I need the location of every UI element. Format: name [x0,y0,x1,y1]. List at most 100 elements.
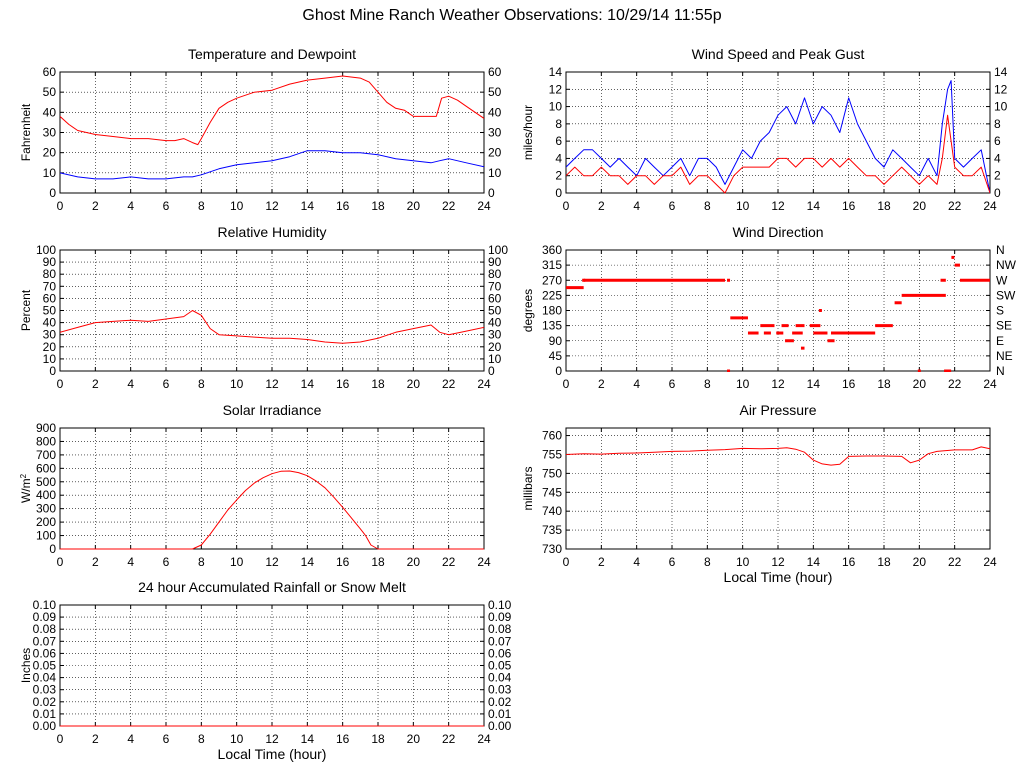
wind-speed-ytick-label: 8 [555,117,562,131]
temperature-xtick-label: 8 [198,199,205,213]
solar-ytick-label: 200 [36,515,56,529]
pressure-xtick-label: 0 [563,555,570,569]
rainfall-ytick-label: 0.05 [33,659,57,673]
rainfall-ytick-label-right: 0.06 [488,646,512,660]
humidity-data [60,310,484,344]
wind-direction-xtick-label: 14 [807,377,821,391]
rainfall-grid [60,605,484,726]
wind-direction-compass-label: SE [996,319,1012,333]
wind-direction-xtick-label: 24 [983,377,997,391]
solar-xtick-label: 24 [477,555,491,569]
temperature-ytick-label: 60 [43,65,57,79]
temperature-ytick-label: 30 [43,126,57,140]
solar-xtick-label: 8 [198,555,205,569]
temperature-xtick-label: 22 [442,199,456,213]
humidity-xtick-label: 18 [371,377,385,391]
wind-direction-data [566,255,990,372]
humidity-ytick-label: 0 [49,364,56,378]
solar-ytick-label: 300 [36,502,56,516]
humidity-ytick-label-right: 90 [488,255,502,269]
solar-xtick-label: 2 [92,555,99,569]
wind-direction-xtick-label: 10 [736,377,750,391]
humidity-xtick-label: 0 [57,377,64,391]
rainfall-ytick-label-right: 0.00 [488,719,512,733]
humidity-ytick-label-right: 70 [488,279,502,293]
solar-ytick-label: 800 [36,434,56,448]
wind-speed-ytick-label-right: 8 [994,117,1001,131]
wind-direction-xtick-label: 16 [842,377,856,391]
pressure-xtick-label: 16 [842,555,856,569]
wind-speed-xtick-label: 8 [704,199,711,213]
wind-speed-xtick-label: 6 [669,199,676,213]
wind-direction-xtick-label: 0 [563,377,570,391]
wind-direction-ytick-label: 45 [549,349,563,363]
humidity-ytick-label-right: 20 [488,340,502,354]
pressure-xtick-label: 12 [771,555,785,569]
humidity-xtick-label: 2 [92,377,99,391]
pressure-xtick-label: 18 [877,555,891,569]
wind-direction-ylabel: degrees [521,289,535,332]
humidity-ytick-label: 10 [43,352,57,366]
wind-direction-compass-label: E [996,334,1004,348]
solar-ylabel-sup: 2 [19,473,28,478]
pressure-xtick-label: 10 [736,555,750,569]
temperature-ytick-label: 10 [43,166,57,180]
wind-speed-xtick-label: 2 [598,199,605,213]
pressure-ytick-label: 760 [542,429,562,443]
rainfall-ylabel: Inches [19,648,33,683]
solar-xtick-label: 16 [336,555,350,569]
solar-xtick-label: 18 [371,555,385,569]
wind-direction-ytick-label: 360 [542,243,562,257]
pressure-xlabel: Local Time (hour) [724,569,833,585]
humidity-xtick-label: 6 [163,377,170,391]
temperature-xtick-label: 0 [57,199,64,213]
rainfall-chart: 24 hour Accumulated Rainfall or Snow Mel… [19,579,512,762]
humidity-xtick-label: 22 [442,377,456,391]
humidity-ytick-label: 100 [36,243,56,257]
wind-speed-title: Wind Speed and Peak Gust [692,46,865,62]
temperature-xtick-label: 24 [477,199,491,213]
wind-direction-compass-label: SW [996,288,1016,302]
humidity-xtick-label: 10 [230,377,244,391]
rainfall-ytick-label: 0.07 [33,634,57,648]
humidity-xtick-label: 12 [265,377,279,391]
temperature-xtick-label: 4 [127,199,134,213]
rainfall-xtick-label: 10 [230,732,244,746]
wind-direction-point [917,369,921,372]
rainfall-ytick-label: 0.08 [33,622,57,636]
humidity-xtick-label: 20 [407,377,421,391]
solar-ytick-label: 700 [36,448,56,462]
pressure-ytick-label: 755 [542,447,562,461]
temperature-ytick-label-right: 30 [488,126,502,140]
wind-direction-xtick-label: 8 [704,377,711,391]
humidity-grid [60,250,484,371]
wind-direction-compass-label: N [996,243,1005,257]
rainfall-xtick-label: 16 [336,732,350,746]
rainfall-xtick-label: 22 [442,732,456,746]
rainfall-ticks [59,604,485,727]
wind-speed-xtick-label: 20 [913,199,927,213]
humidity-ytick-label: 90 [43,255,57,269]
humidity-xtick-label: 14 [301,377,315,391]
solar-ylabel: W/m2 [19,473,34,503]
solar-ytick-label: 900 [36,421,56,435]
wind-direction-ytick-label: 180 [542,304,562,318]
humidity-ytick-label: 50 [43,304,57,318]
wind-speed-ytick-label: 10 [549,100,563,114]
solar-xtick-label: 20 [407,555,421,569]
solar-series-0-line [60,470,484,550]
wind-direction-point [727,369,731,372]
rainfall-xtick-label: 4 [127,732,134,746]
humidity-ytick-label-right: 100 [488,243,508,257]
wind-speed-xtick-label: 10 [736,199,750,213]
rainfall-xtick-label: 18 [371,732,385,746]
rainfall-ytick-label: 0.00 [33,719,57,733]
wind-direction-frame [565,249,991,372]
rainfall-xtick-label: 8 [198,732,205,746]
wind-direction-compass-label: NE [996,349,1013,363]
wind-speed-ytick-label-right: 6 [994,134,1001,148]
wind-speed-xtick-label: 22 [948,199,962,213]
temperature-xtick-label: 14 [301,199,315,213]
